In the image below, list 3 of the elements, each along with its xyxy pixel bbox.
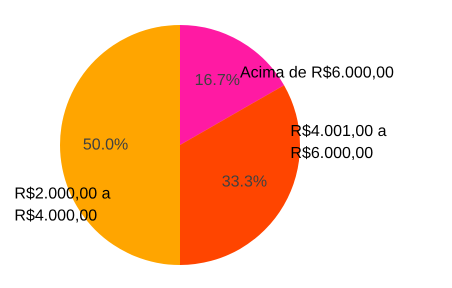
data-label: 50.0% xyxy=(82,136,128,154)
data-label: 33.3% xyxy=(222,174,268,191)
data-label: 16.7% xyxy=(194,72,240,90)
